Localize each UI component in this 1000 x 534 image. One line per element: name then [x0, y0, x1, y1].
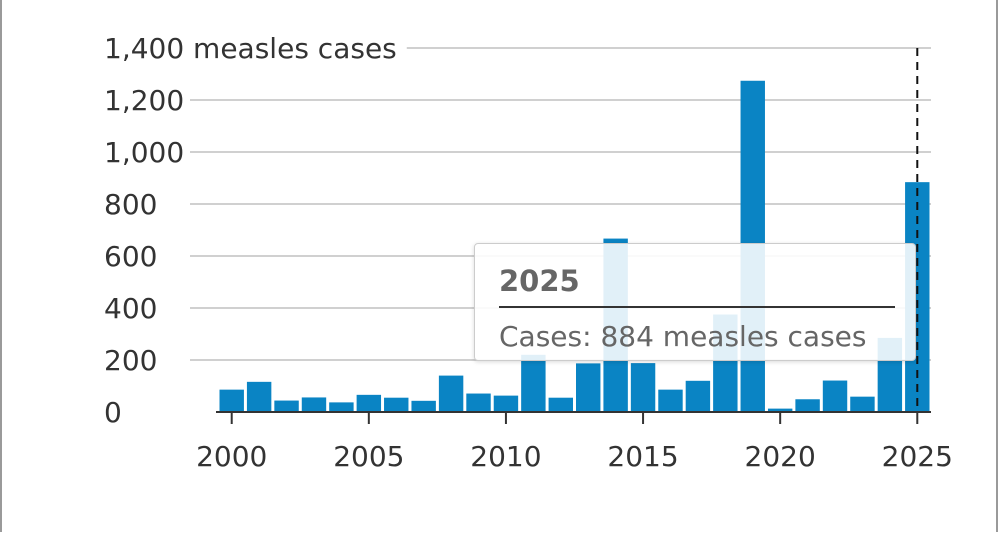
bar-2017[interactable] — [685, 380, 711, 412]
bar-2003[interactable] — [301, 397, 327, 412]
x-tick-label: 2010 — [470, 440, 541, 473]
y-tick-label: 400 — [104, 292, 157, 325]
tooltip: 2025 Cases: 884 measles cases — [474, 243, 916, 361]
bar-2016[interactable] — [658, 389, 683, 412]
x-axis: 2000 2005 2010 2015 2020 2025 — [196, 411, 953, 473]
y-tick-label: 1,000 — [104, 136, 184, 169]
bar-2023[interactable] — [850, 396, 875, 412]
tooltip-value: Cases: 884 measles cases — [499, 320, 867, 353]
bar-2013[interactable] — [576, 363, 601, 412]
bar-2011[interactable] — [521, 354, 546, 412]
bar-2022[interactable] — [822, 380, 848, 412]
bar-2012[interactable] — [548, 397, 573, 412]
bar-2020[interactable] — [767, 408, 793, 412]
bar-2010[interactable] — [493, 395, 519, 412]
bar-2001[interactable] — [246, 381, 272, 412]
bar-2002[interactable] — [274, 400, 299, 412]
bar-2007[interactable] — [411, 400, 436, 412]
bar-2008[interactable] — [438, 375, 464, 412]
y-axis-labels: 0 200 400 600 800 1,000 1,200 1,400 measles cas… — [104, 32, 397, 429]
tooltip-divider — [499, 306, 895, 308]
y-tick-label: 0 — [104, 396, 122, 429]
y-tick-label: 800 — [104, 188, 157, 221]
bar-2005[interactable] — [356, 394, 382, 412]
tooltip-title: 2025 — [499, 264, 580, 298]
x-tick-label: 2005 — [333, 440, 404, 473]
bar-2000[interactable] — [219, 389, 244, 412]
x-tick-label: 2000 — [196, 440, 267, 473]
bar-2004[interactable] — [329, 402, 354, 412]
y-tick-label: 600 — [104, 240, 157, 273]
bar-2006[interactable] — [384, 397, 409, 412]
x-tick-label: 2025 — [882, 440, 953, 473]
y-tick-label: 1,400 measles cases — [104, 32, 397, 65]
x-tick-label: 2015 — [607, 440, 678, 473]
y-tick-label: 1,200 — [104, 84, 184, 117]
y-tick-label: 200 — [104, 344, 157, 377]
bar-2021[interactable] — [795, 399, 820, 412]
bar-2015[interactable] — [630, 363, 656, 412]
x-tick-label: 2020 — [745, 440, 816, 473]
bar-2009[interactable] — [466, 393, 491, 412]
